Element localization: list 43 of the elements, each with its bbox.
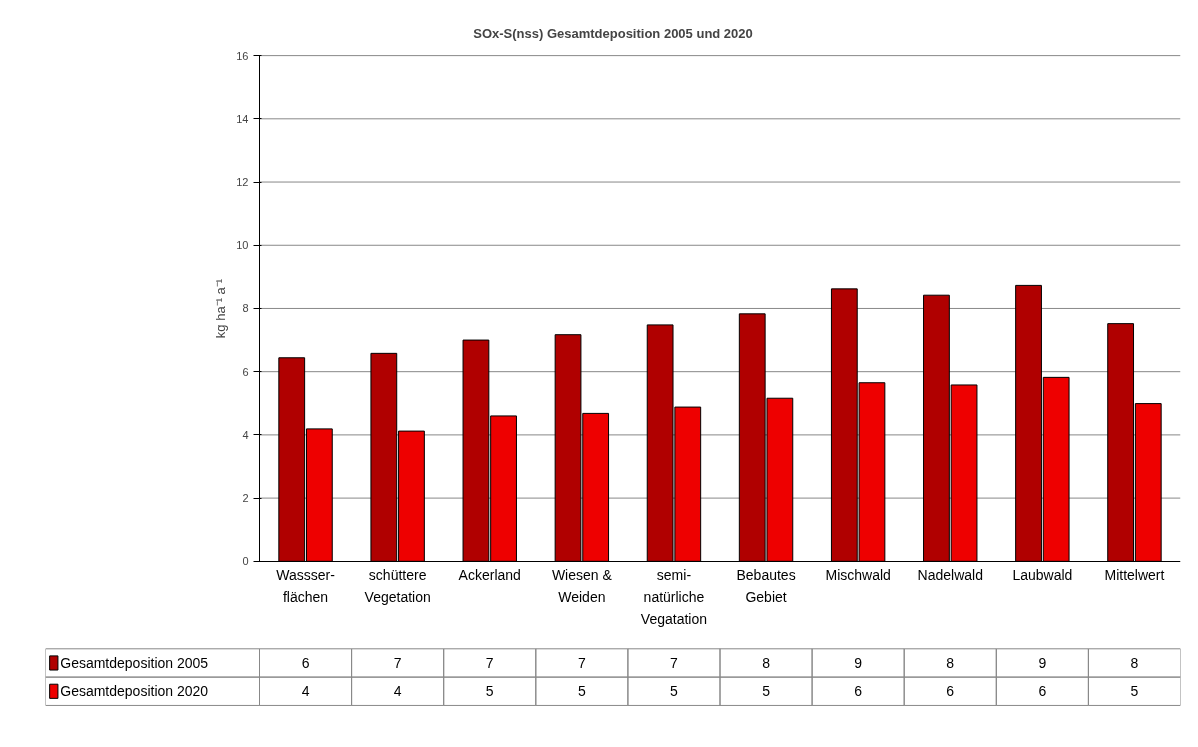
y-tick-label: 2: [242, 492, 249, 505]
y-tick-label: 16: [236, 49, 249, 62]
legend-label: Gesamtdeposition 2020: [60, 683, 209, 700]
y-tick-label: 14: [236, 112, 249, 125]
legend-label: Gesamtdeposition 2005: [60, 654, 209, 671]
x-tick-label: Ackerland: [458, 567, 521, 584]
data-label: 6: [946, 683, 955, 700]
x-tick-label: Bebautes Gebiet: [736, 567, 796, 605]
y-tick-label: 8: [242, 302, 249, 315]
x-tick-label: Mittelwert: [1104, 567, 1165, 584]
data-label: 5: [577, 683, 586, 700]
chart-title: SOx-S(nss) Gesamtdeposition 2005 und 2020: [473, 25, 753, 41]
x-tick-label: Mischwald: [825, 567, 891, 584]
x-tick-label: Nadelwald: [917, 567, 983, 584]
data-label: 6: [1038, 683, 1047, 700]
data-label: 6: [301, 654, 310, 671]
y-tick-label: 4: [242, 428, 249, 441]
data-label: 7: [485, 654, 494, 671]
data-label: 7: [393, 654, 402, 671]
x-tick-label: Wiesen & Weiden: [551, 567, 613, 605]
y-tick-label: 10: [236, 239, 249, 252]
x-tick-label: semi- natürliche Vegatation: [640, 567, 708, 627]
data-label: 9: [854, 654, 863, 671]
data-label: 5: [762, 683, 771, 700]
y-tick-label: 12: [236, 176, 249, 189]
data-label: 8: [762, 654, 771, 671]
data-label: 8: [1130, 654, 1139, 671]
data-label: 7: [577, 654, 586, 671]
data-label: 7: [670, 654, 679, 671]
data-label: 4: [301, 683, 310, 700]
y-tick-label: 0: [242, 555, 249, 568]
data-label: 9: [1038, 654, 1047, 671]
x-tick-label: Wassser- flächen: [276, 567, 336, 605]
data-label: 4: [393, 683, 402, 700]
y-axis-title: kg ha⁻¹ a⁻¹: [213, 278, 229, 339]
data-label: 5: [485, 683, 494, 700]
x-tick-label: schüttere Vegetation: [364, 567, 431, 605]
data-label: 6: [854, 683, 863, 700]
data-label: 5: [1130, 683, 1139, 700]
data-label: 5: [670, 683, 679, 700]
data-label: 8: [946, 654, 955, 671]
x-tick-label: Laubwald: [1012, 567, 1073, 584]
y-tick-label: 6: [242, 365, 249, 378]
